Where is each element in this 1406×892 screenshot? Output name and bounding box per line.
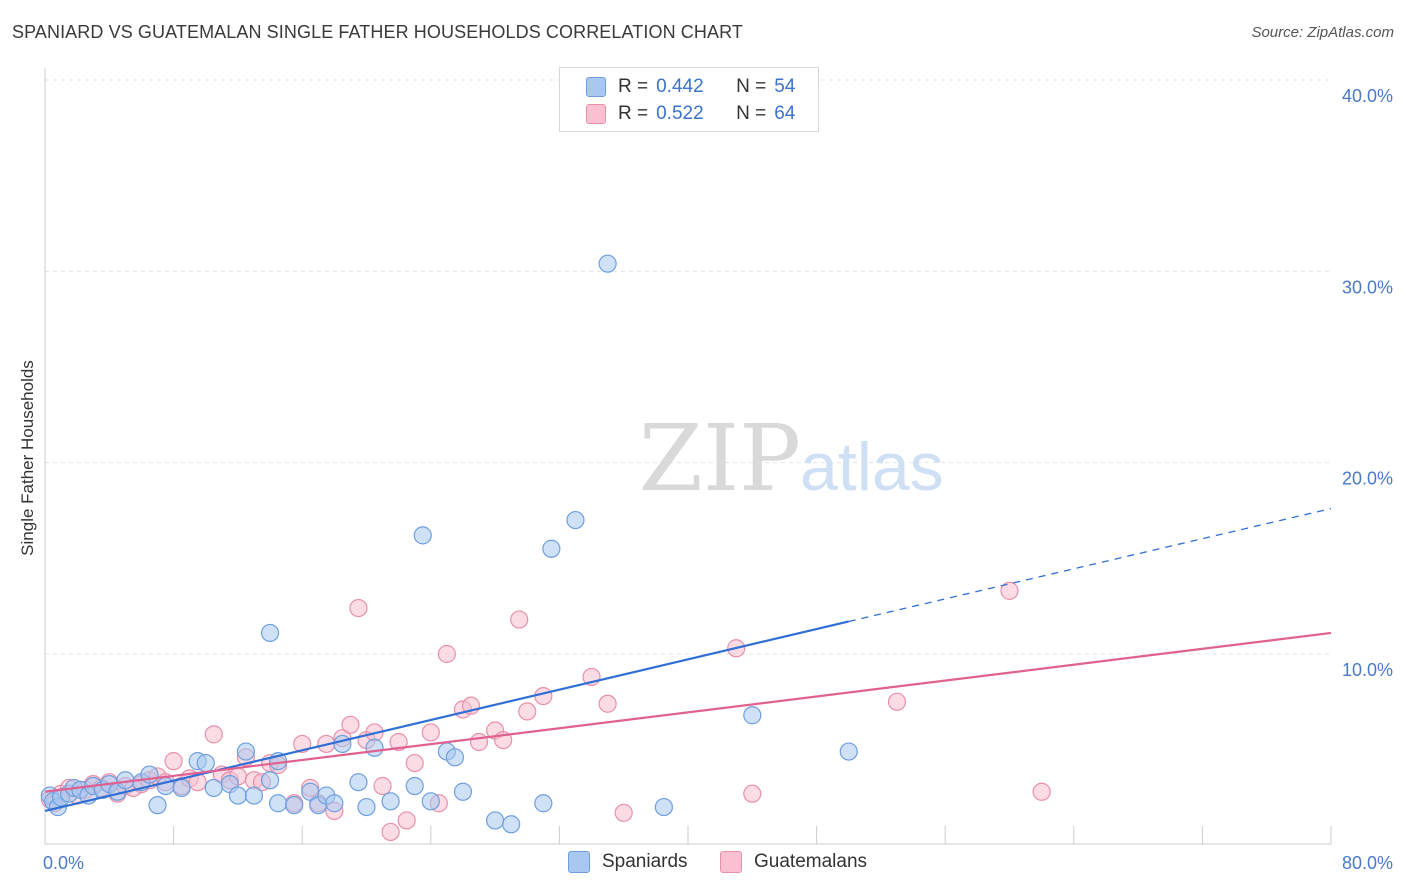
data-point-spaniards (333, 734, 352, 754)
data-point-spaniards (236, 742, 256, 761)
data-point-spaniards (405, 776, 424, 796)
x-tick-label: 0.0% (43, 853, 84, 873)
grid-lines (45, 79, 1331, 655)
data-point-spaniards (325, 794, 344, 813)
data-point-spaniards (285, 796, 304, 815)
series-legend: Spaniards Guatemalans (0, 851, 1406, 877)
data-point-guatemalans (164, 752, 183, 771)
legend-item-spaniards[interactable]: Spaniards (568, 851, 688, 873)
legend-label-guatemalans: Guatemalans (754, 851, 868, 872)
legend-swatch-guatemalans (586, 104, 606, 124)
legend-n-label: N = (736, 103, 767, 124)
watermark-atlas: atlas (800, 429, 944, 505)
data-point-guatemalans (349, 598, 368, 618)
legend-swatch-guatemalans (720, 851, 742, 873)
legend-r-label: R = (618, 103, 649, 124)
data-point-guatemalans (469, 732, 489, 752)
data-point-spaniards (196, 753, 215, 773)
legend-n-value: 64 (774, 103, 796, 124)
data-point-guatemalans (614, 803, 633, 822)
legend-label-spaniards: Spaniards (602, 851, 688, 872)
data-point-spaniards (743, 706, 762, 725)
trend-line-spaniards (44, 620, 850, 812)
data-point-spaniards (244, 786, 264, 805)
data-point-spaniards (228, 786, 247, 805)
trend-lines (44, 507, 1332, 812)
trend-line-extension-spaniards (848, 507, 1332, 623)
data-point-guatemalans (510, 610, 529, 629)
data-point-guatemalans (887, 692, 907, 711)
data-point-guatemalans (743, 784, 762, 803)
data-point-spaniards (566, 510, 585, 530)
series-spaniards (40, 254, 858, 834)
data-point-spaniards (268, 794, 288, 813)
tick-labels: 10.0% 20.0% 30.0% 40.0% 0.0% 80.0% (43, 86, 1393, 873)
data-point-spaniards (542, 539, 561, 558)
data-point-spaniards (148, 796, 167, 815)
data-point-spaniards (413, 526, 432, 545)
data-point-spaniards (260, 623, 280, 643)
data-point-guatemalans (421, 723, 440, 742)
data-point-spaniards (598, 254, 617, 273)
data-point-guatemalans (389, 732, 408, 752)
data-point-spaniards (534, 794, 553, 813)
data-point-spaniards (172, 778, 191, 798)
legend-swatch-spaniards (586, 77, 606, 97)
y-tick-label: 30.0% (1342, 277, 1393, 297)
legend-n-value: 54 (774, 76, 796, 97)
data-point-spaniards (349, 773, 368, 792)
legend-row-spaniards: R = 0.442 N = 54 (586, 74, 795, 100)
data-point-guatemalans (405, 753, 424, 773)
trend-line-guatemalans (44, 631, 1332, 793)
y-tick-label: 10.0% (1342, 660, 1393, 680)
y-tick-label: 40.0% (1342, 86, 1393, 106)
data-point-spaniards (502, 815, 521, 834)
data-point-spaniards (654, 797, 673, 817)
data-point-spaniards (453, 782, 473, 801)
data-point-spaniards (260, 771, 280, 790)
data-point-guatemalans (518, 702, 537, 721)
chart-title: SPANIARD VS GUATEMALAN SINGLE FATHER HOU… (12, 22, 743, 42)
watermark-zip: ZIP (639, 405, 801, 512)
data-point-guatemalans (373, 776, 392, 796)
data-point-guatemalans (381, 822, 400, 842)
legend-r-label: R = (618, 76, 649, 97)
data-point-guatemalans (437, 644, 456, 664)
data-point-spaniards (486, 811, 505, 830)
legend-n-label: N = (736, 76, 767, 97)
data-point-guatemalans (1000, 581, 1019, 600)
data-point-guatemalans (397, 811, 416, 830)
legend-r-value: 0.442 (656, 76, 704, 97)
data-point-spaniards (365, 738, 384, 757)
data-point-spaniards (204, 778, 223, 798)
legend-row-guatemalans: R = 0.522 N = 64 (586, 101, 795, 127)
data-point-guatemalans (341, 715, 360, 734)
legend-swatch-spaniards (568, 851, 590, 873)
axes (44, 68, 1332, 845)
x-tick-label: 80.0% (1342, 853, 1393, 873)
data-point-spaniards (445, 748, 465, 767)
data-point-spaniards (839, 742, 858, 761)
data-point-guatemalans (1032, 782, 1051, 801)
chart-source: Source: ZipAtlas.com (1251, 24, 1394, 41)
data-point-guatemalans (534, 686, 553, 706)
data-point-guatemalans (204, 725, 223, 744)
data-point-spaniards (421, 792, 440, 811)
legend-r-value: 0.522 (656, 103, 704, 124)
legend-item-guatemalans[interactable]: Guatemalans (720, 851, 867, 873)
correlation-legend: R = 0.442 N = 54 R = 0.522 N = 64 (559, 67, 819, 132)
y-tick-label: 20.0% (1342, 469, 1393, 489)
data-point-guatemalans (598, 694, 617, 713)
data-point-spaniards (357, 797, 376, 817)
data-point-spaniards (381, 792, 400, 811)
